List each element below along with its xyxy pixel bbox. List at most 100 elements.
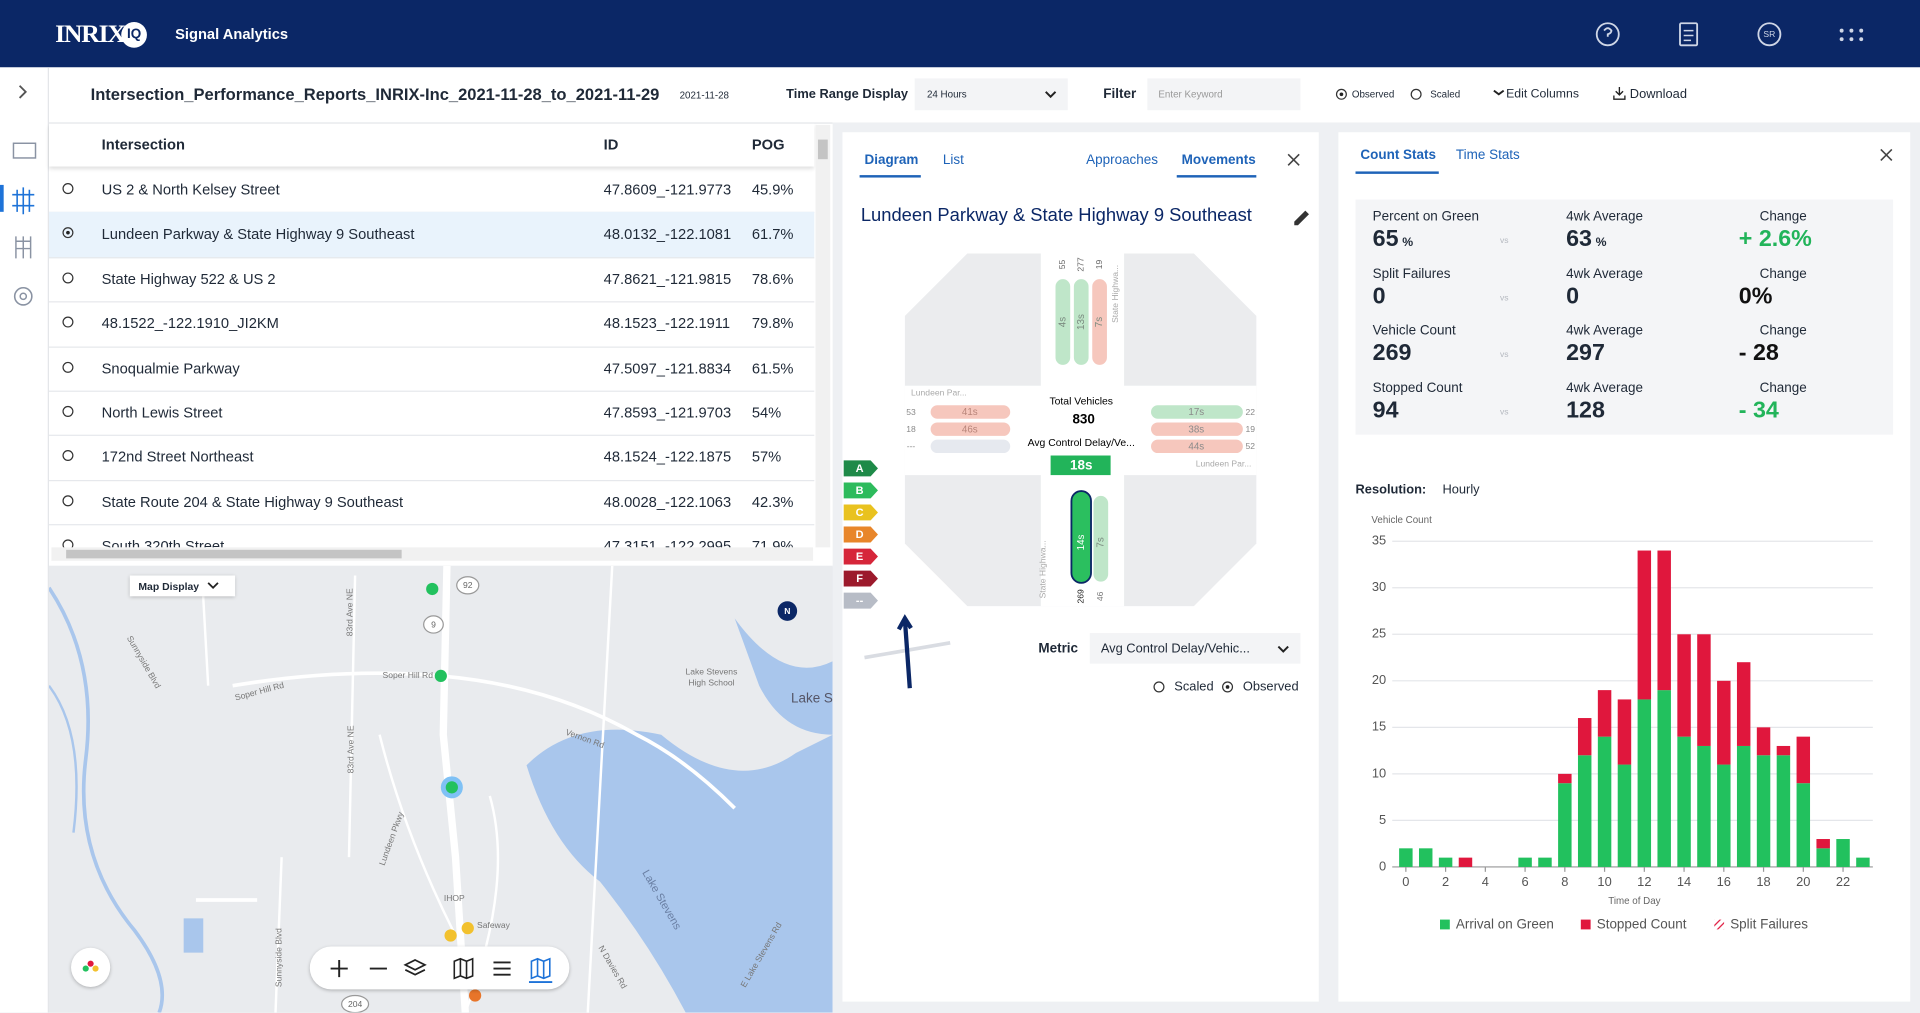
- observed-label: Observed: [1351, 88, 1395, 100]
- zoom-in[interactable]: [330, 960, 348, 978]
- tab[interactable]: Time Stats: [1455, 148, 1520, 163]
- table-cell: 47.3151_-122.2995: [603, 537, 732, 548]
- street-label: State Highwa...: [1038, 540, 1048, 598]
- bar-segment: [1796, 783, 1811, 867]
- bar-segment: [1617, 764, 1632, 867]
- signal-marker[interactable]: [468, 989, 482, 1002]
- table-row[interactable]: 48.1522_-122.1910_JI2KM 48.1523_-122.1911…: [48, 301, 815, 348]
- edit-columns[interactable]: Edit Columns: [1506, 87, 1579, 102]
- nav-corridors[interactable]: [15, 236, 32, 259]
- los-swatch: [843, 504, 878, 521]
- avg-label: 4wk Average: [1566, 323, 1644, 339]
- tab-underline: [859, 175, 921, 178]
- bar-segment: [1677, 736, 1691, 867]
- bar-segment: [1637, 699, 1652, 867]
- metric-dropdown[interactable]: Avg Control Delay/Vehic...: [1089, 633, 1301, 664]
- bar-segment: [1756, 755, 1771, 867]
- tab-active[interactable]: Movements: [1181, 153, 1256, 168]
- map-display-button[interactable]: Map Display: [129, 575, 236, 597]
- user-icon[interactable]: [1757, 22, 1782, 47]
- scaled-radio[interactable]: [1410, 88, 1422, 100]
- movement-pill: [1055, 279, 1071, 365]
- bar-segment: [1776, 745, 1791, 756]
- change-label: Change: [1759, 266, 1807, 282]
- nav-dashboard[interactable]: [12, 142, 37, 159]
- report-icon[interactable]: [1679, 22, 1699, 47]
- avg-label: 4wk Average: [1566, 266, 1644, 282]
- layer-button[interactable]: [71, 947, 111, 987]
- close-stats[interactable]: [1880, 148, 1893, 161]
- change-label: Change: [1759, 380, 1807, 396]
- approach-count: 55: [1057, 259, 1067, 269]
- h-scrollbar[interactable]: [51, 547, 814, 561]
- tab[interactable]: Approaches: [1086, 153, 1159, 168]
- route-number: 9: [431, 619, 436, 629]
- table-cell: 48.0132_-122.1081: [603, 225, 732, 243]
- signal-marker: [445, 781, 458, 794]
- expand-icon[interactable]: [18, 85, 28, 99]
- avg-number: 297: [1566, 340, 1605, 367]
- change-label: Change: [1759, 209, 1807, 225]
- download[interactable]: Download: [1629, 86, 1687, 102]
- sidebar: [0, 67, 49, 1013]
- los-grade: F: [856, 573, 863, 585]
- signal-marker[interactable]: [434, 669, 447, 683]
- movement-diagram: 4s 55 13s 277 7s 19 State Highwa... 41s 53 46s 18 -…: [843, 257, 1255, 689]
- map-canvas[interactable]: Sunnyside Blvd 83rd Ave NE Soper Hill Rd…: [48, 565, 833, 1013]
- nav-signals[interactable]: [12, 187, 35, 215]
- table-row[interactable]: 172nd Street Northeast 48.1524_-122.1875 5…: [48, 435, 815, 481]
- bar-segment: [1558, 783, 1572, 867]
- y-tick-label: 15: [1372, 719, 1386, 734]
- road: [232, 671, 736, 810]
- help-icon[interactable]: [1595, 22, 1620, 47]
- bar-segment: [1418, 848, 1433, 867]
- delay-label: Avg Control Delay/Ve...: [1028, 438, 1135, 449]
- row-radio: [62, 450, 74, 462]
- tab-active[interactable]: Diagram: [864, 153, 919, 168]
- street-label: State Highwa...: [1110, 265, 1120, 323]
- observed-radio[interactable]: [1335, 88, 1347, 100]
- bar-segment: [1657, 550, 1671, 691]
- signal-marker[interactable]: [444, 929, 457, 942]
- list-tool[interactable]: [493, 961, 511, 976]
- bar-segment: [1736, 745, 1751, 867]
- time-range-dropdown[interactable]: 24 Hours: [914, 78, 1068, 111]
- layers-tool[interactable]: [403, 959, 427, 976]
- signals-tool[interactable]: [530, 957, 551, 980]
- chevron: [207, 582, 219, 590]
- apps-icon[interactable]: [1839, 28, 1864, 42]
- stat-unit: %: [1402, 236, 1414, 250]
- v-scrollbar[interactable]: [815, 124, 831, 548]
- approach-count: 18: [906, 424, 916, 434]
- edit-pencil[interactable]: [1294, 210, 1309, 226]
- table-row[interactable]: North Lewis Street 47.8593_-121.9703 54%: [48, 391, 815, 437]
- signal-marker[interactable]: [461, 922, 474, 935]
- observed-radio[interactable]: [1222, 681, 1234, 693]
- nav-settings[interactable]: [13, 286, 33, 306]
- table-row[interactable]: Lundeen Parkway & State Highway 9 Southe…: [48, 212, 815, 259]
- scaled-label: Scaled: [1430, 88, 1461, 100]
- route-shield: [341, 994, 370, 1013]
- close-diagram[interactable]: [1287, 153, 1300, 166]
- los-swatch: [843, 482, 878, 499]
- table-row[interactable]: South 320th Street 47.3151_-122.2995 71.9%: [49, 524, 814, 548]
- map[interactable]: Sunnyside Blvd 83rd Ave NE Soper Hill Rd…: [48, 565, 833, 1013]
- signal-marker[interactable]: [426, 582, 439, 596]
- table-cell: 78.6%: [751, 270, 794, 288]
- tab[interactable]: List: [942, 153, 964, 168]
- table-row[interactable]: State Highway 522 & US 2 47.8621_-121.981…: [48, 257, 815, 303]
- map-label: 83rd Ave NE: [346, 725, 356, 773]
- bar-segment: [1756, 727, 1771, 756]
- los-grade: E: [856, 551, 863, 563]
- table-row[interactable]: Snoqualmie Parkway 47.5097_-121.8834 61.5%: [48, 346, 815, 392]
- tab-active[interactable]: Count Stats: [1360, 148, 1437, 163]
- column-header: ID: [603, 135, 619, 154]
- filter-input[interactable]: Enter Keyword: [1147, 78, 1301, 111]
- table-cell: State Highway 522 & US 2: [101, 270, 276, 288]
- approach-count: 52: [1245, 441, 1255, 451]
- tab-underline: [1355, 171, 1439, 174]
- bar-segment: [1577, 718, 1592, 756]
- basemap-tool[interactable]: [453, 957, 474, 980]
- scaled-radio[interactable]: [1153, 681, 1165, 693]
- table-row[interactable]: State Route 204 & State Highway 9 Southe…: [48, 480, 815, 526]
